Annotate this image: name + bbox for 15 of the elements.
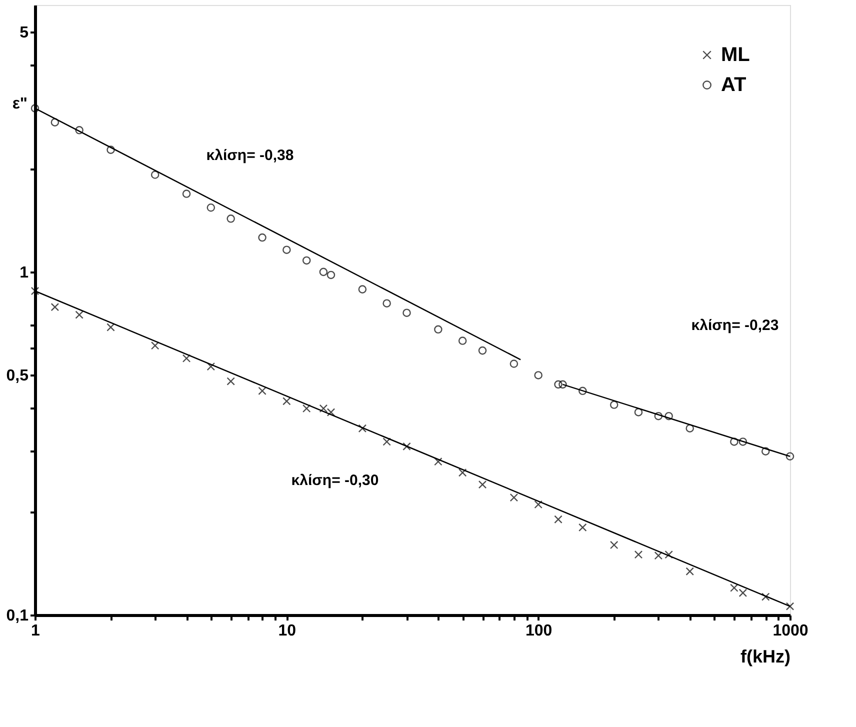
x-tick-label: 100 bbox=[525, 622, 552, 640]
y-tick-label: 0,5 bbox=[6, 368, 29, 385]
legend-label: AT bbox=[721, 74, 746, 96]
x-tick-label: 10 bbox=[278, 622, 296, 640]
y-tick-label: 5 bbox=[20, 24, 29, 42]
y-tick-label: 1 bbox=[20, 264, 29, 282]
y-tick-label: 0,1 bbox=[6, 608, 29, 624]
x-tick-label: 1 bbox=[31, 622, 40, 640]
annotation: κλίση= -0,30 bbox=[291, 472, 379, 489]
annotation: κλίση= -0,23 bbox=[691, 317, 779, 334]
x-tick-label: 1000 bbox=[772, 622, 808, 640]
y-axis-title: ε" bbox=[12, 96, 28, 112]
annotation: κλίση= -0,38 bbox=[206, 147, 294, 164]
legend-label: ML bbox=[721, 44, 750, 66]
x-axis-title: f(kHz) bbox=[740, 646, 790, 666]
